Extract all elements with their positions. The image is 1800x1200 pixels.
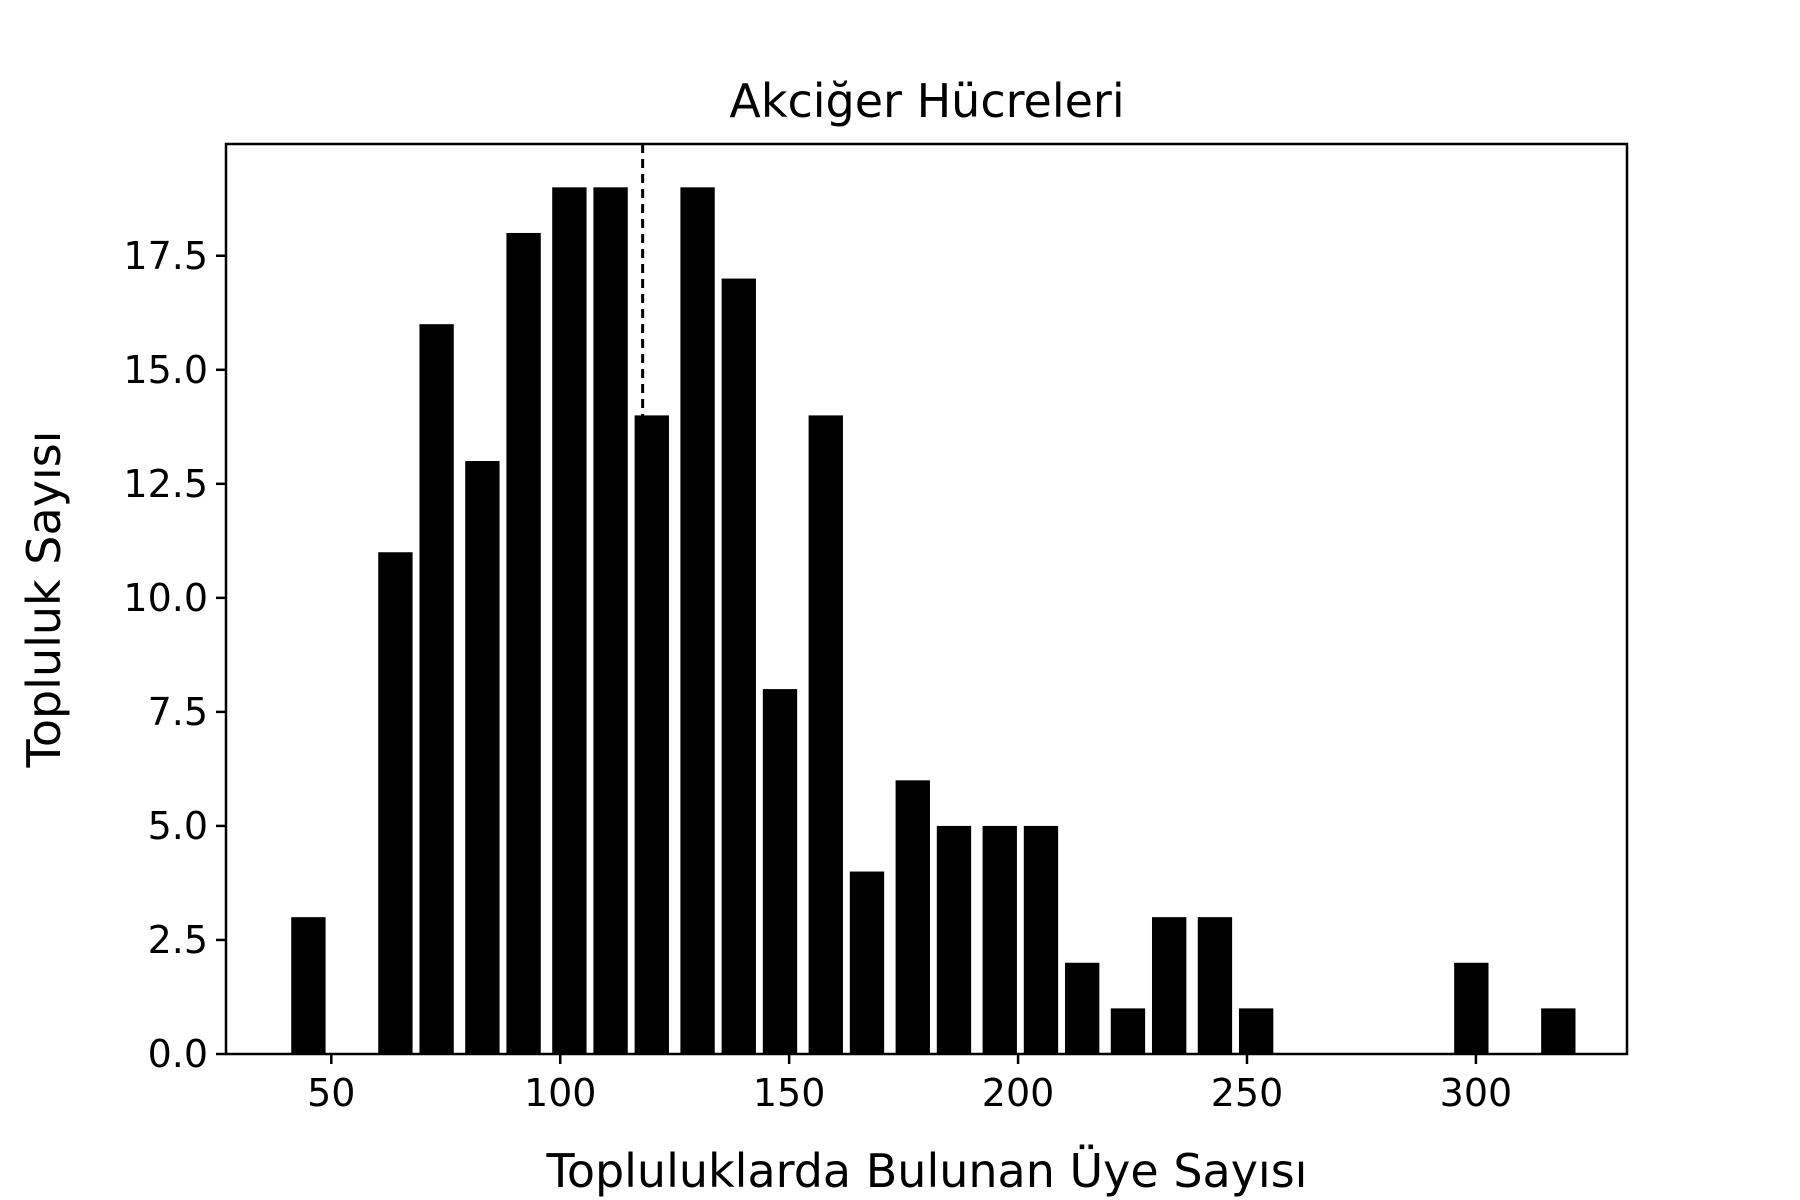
y-tick-label: 17.5 <box>123 234 208 278</box>
x-tick-label: 250 <box>1211 1071 1284 1115</box>
x-tick-label: 150 <box>753 1071 826 1115</box>
bar <box>506 232 541 1054</box>
bar <box>1064 962 1100 1054</box>
bars-group <box>291 187 1576 1055</box>
bar <box>936 825 972 1054</box>
bar <box>895 780 930 1054</box>
x-tick-label: 200 <box>982 1071 1055 1115</box>
chart-title: Akciğer Hücreleri <box>729 74 1124 128</box>
y-tick-label: 7.5 <box>148 690 208 734</box>
bar <box>1197 917 1233 1054</box>
bar <box>1238 1008 1274 1054</box>
bar <box>419 324 454 1055</box>
bar <box>982 825 1017 1054</box>
y-tick-label: 15.0 <box>123 348 208 392</box>
y-axis-label: Topluluk Sayısı <box>17 431 71 769</box>
bar <box>593 187 628 1055</box>
x-tick-label: 50 <box>307 1071 355 1115</box>
bar <box>721 278 756 1054</box>
bar <box>762 689 798 1054</box>
bar <box>680 187 715 1055</box>
bar <box>808 415 843 1054</box>
bar <box>1541 1008 1576 1054</box>
y-axis-ticks: 0.0 2.5 5.0 7.5 10.0 12.5 15.0 17.5 <box>123 234 226 1076</box>
bar <box>1023 825 1059 1054</box>
bar <box>1110 1008 1146 1054</box>
x-tick-label: 300 <box>1440 1071 1513 1115</box>
bar <box>849 871 885 1054</box>
y-tick-label: 12.5 <box>123 462 208 506</box>
y-tick-label: 5.0 <box>148 804 208 848</box>
bar <box>1151 917 1187 1054</box>
y-tick-label: 0.0 <box>148 1032 208 1076</box>
bar <box>378 552 413 1054</box>
y-tick-label: 2.5 <box>148 918 208 962</box>
bar <box>1454 962 1489 1054</box>
bar <box>552 187 587 1055</box>
bar <box>465 461 500 1054</box>
x-tick-label: 100 <box>524 1071 597 1115</box>
bar <box>291 917 326 1054</box>
x-axis-ticks: 50 100 150 200 250 300 <box>307 1054 1512 1115</box>
y-tick-label: 10.0 <box>123 576 208 620</box>
bar <box>634 415 669 1054</box>
x-axis-label: Topluluklarda Bulunan Üye Sayısı <box>546 1144 1308 1198</box>
